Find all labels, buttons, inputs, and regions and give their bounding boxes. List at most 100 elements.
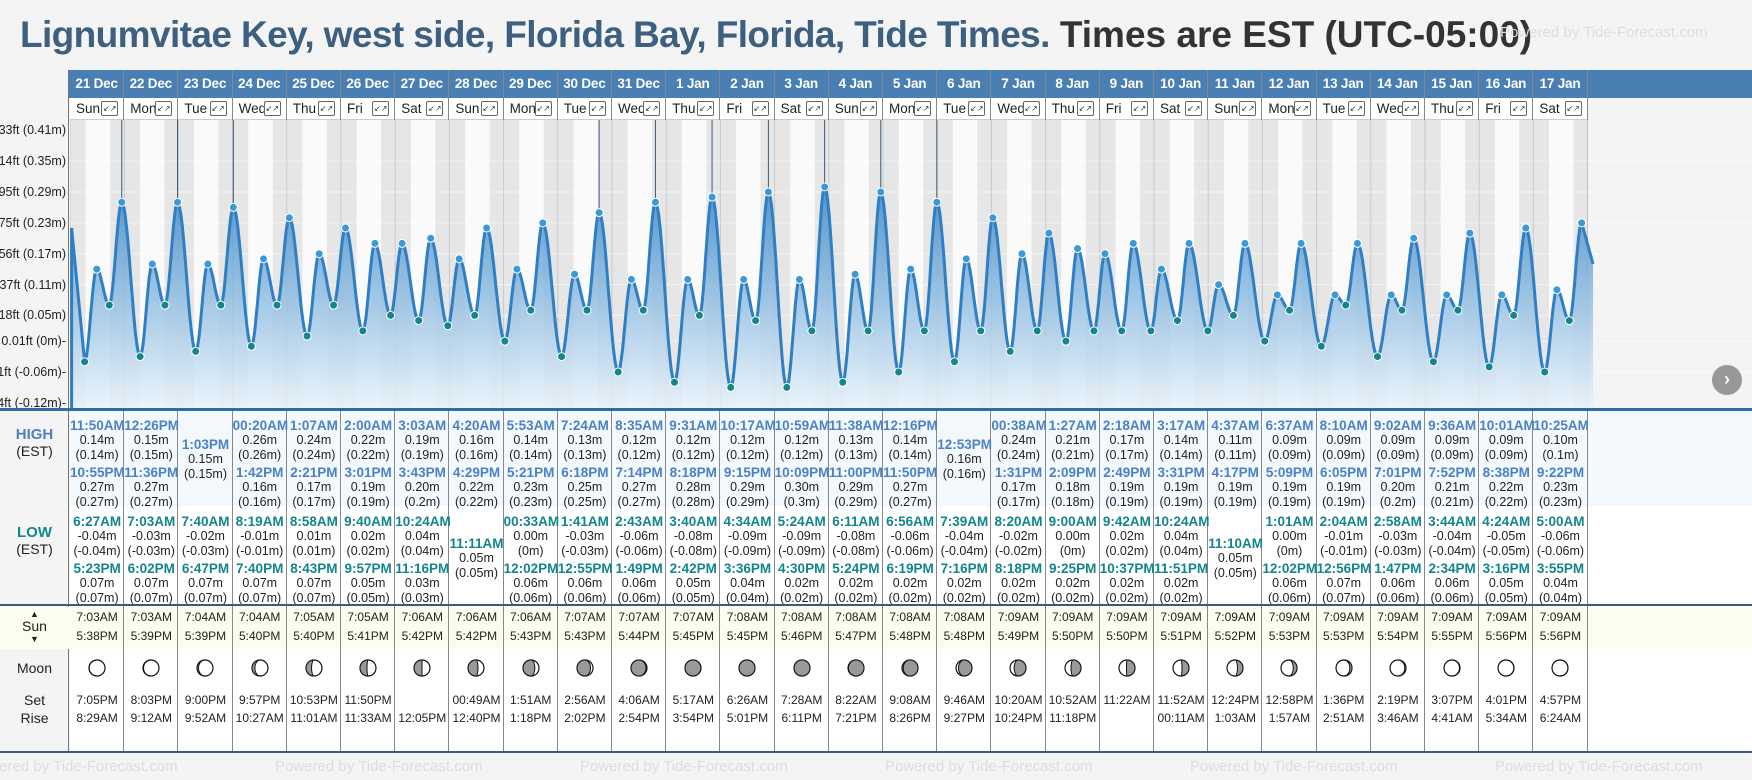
- moon-phase-icon: [233, 658, 287, 680]
- expand-icon[interactable]: ↙↗: [1239, 101, 1257, 116]
- low-tide-point: [894, 367, 904, 377]
- date-header: 16 Jan: [1479, 70, 1533, 98]
- expand-icon[interactable]: ↙↗: [697, 101, 715, 116]
- moonrise-time: 8:29AM: [76, 711, 118, 725]
- expand-icon[interactable]: ↙↗: [1564, 101, 1582, 116]
- low-tide-time: 10:37PM: [1099, 561, 1155, 576]
- expand-icon[interactable]: ↙↗: [209, 101, 227, 116]
- high-tide-entry: 5:09PM 0.19m (0.19m): [1262, 465, 1316, 510]
- sunrise-time: 7:04AM: [239, 610, 281, 624]
- high-tide-time: 5:21PM: [507, 465, 555, 480]
- expand-icon[interactable]: ↙↗: [1401, 101, 1419, 116]
- expand-icon[interactable]: ↙↗: [968, 101, 986, 116]
- low-tide-entry: 6:56AM -0.06m (-0.06m): [883, 514, 937, 559]
- expand-icon[interactable]: ↙↗: [1130, 101, 1148, 116]
- high-tide-entry: 8:38PM 0.22m (0.22m): [1479, 465, 1533, 510]
- low-tide-height-alt: (0.05m): [1484, 591, 1528, 605]
- y-axis-tick: 0.75ft (0.23m): [0, 215, 66, 230]
- high-tide-height: 0.25m: [567, 480, 603, 494]
- moonset-time: 7:05PM: [76, 693, 118, 707]
- high-tide-height: 0.09m: [1272, 433, 1307, 447]
- day-name: Sun: [76, 101, 101, 116]
- low-tide-height: -0.04m: [944, 529, 984, 543]
- expand-icon[interactable]: ↙↗: [805, 101, 823, 116]
- low-tide-point: [694, 310, 704, 320]
- moonset-time: 6:26AM: [726, 693, 769, 707]
- sunset-time: 5:55PM: [1431, 629, 1473, 643]
- sun-label[interactable]: ▲ Sun ▼: [0, 607, 69, 649]
- expand-icon[interactable]: ↙↗: [1076, 101, 1094, 116]
- low-tide-point: [807, 326, 817, 336]
- low-tide-height-alt: (-0.04m): [1428, 544, 1476, 558]
- low-tide-time: 9:40AM: [344, 514, 393, 529]
- low-tide-point: [669, 377, 679, 387]
- y-axis-tick: 0.37ft (0.11m): [0, 277, 66, 292]
- low-tide-point: [329, 300, 339, 310]
- expand-icon[interactable]: ↙↗: [914, 101, 932, 116]
- expand-icon[interactable]: ↙↗: [1185, 101, 1203, 116]
- day-name: Sat: [1160, 101, 1181, 116]
- low-tide-height: -0.04m: [1432, 529, 1472, 543]
- low-tide-time: 6:19PM: [886, 561, 934, 576]
- expand-icon[interactable]: ↙↗: [1022, 101, 1040, 116]
- expand-icon[interactable]: ↙↗: [155, 101, 173, 116]
- low-tide-height: 0.04m: [404, 529, 440, 543]
- watermark: Powered by Tide-Forecast.com: [580, 758, 788, 775]
- expand-icon[interactable]: ↙↗: [372, 101, 390, 116]
- expand-icon[interactable]: ↙↗: [426, 101, 444, 116]
- expand-icon[interactable]: ↙↗: [751, 101, 769, 116]
- next-arrow-button[interactable]: ›: [1712, 365, 1742, 395]
- moonset-time: 1:51AM: [510, 693, 552, 707]
- low-tide-entry: 5:00AM -0.06m (-0.06m): [1533, 514, 1587, 559]
- low-tide-entry: 12:02PM 0.06m (0.06m): [1262, 561, 1317, 606]
- expand-icon[interactable]: ↙↗: [263, 101, 281, 116]
- low-tide-point: [1509, 310, 1519, 320]
- expand-icon[interactable]: ↙↗: [534, 101, 552, 116]
- high-tide-entry: 10:59AM 0.12m (0.12m): [775, 418, 831, 463]
- high-tide-time: 10:01AM: [1479, 418, 1535, 433]
- high-label-text: HIGH: [15, 426, 54, 443]
- high-tide-point: [1240, 238, 1250, 248]
- sunset-time: 5:45PM: [672, 629, 714, 643]
- expand-icon[interactable]: ↙↗: [1510, 101, 1528, 116]
- sunset-time: 5:56PM: [1539, 629, 1582, 643]
- expand-icon[interactable]: ↙↗: [1293, 101, 1311, 116]
- low-tide-point: [613, 367, 623, 377]
- day-name: Wed: [618, 101, 646, 116]
- expand-icon[interactable]: ↙↗: [480, 101, 498, 116]
- moonrise-time: 5:34AM: [1485, 711, 1527, 725]
- sunrise-time: 7:08AM: [726, 610, 769, 624]
- expand-icon[interactable]: ↙↗: [317, 101, 335, 116]
- moonrise-time: 11:18PM: [1049, 711, 1097, 725]
- low-tide-entry: 12:56PM 0.07m (0.07m): [1317, 561, 1372, 606]
- low-tide-height-alt: (0.06m): [1267, 591, 1312, 605]
- divider-sun: [0, 604, 1752, 606]
- low-tide-height-alt: (0.02m): [1051, 591, 1095, 605]
- low-tide-time: 3:55PM: [1536, 561, 1585, 576]
- low-tide-time: 2:43AM: [615, 514, 664, 529]
- low-tide-time: 7:16PM: [940, 561, 988, 576]
- low-tide-point: [582, 305, 592, 315]
- expand-icon[interactable]: ↙↗: [643, 101, 661, 116]
- low-tide-time: 8:58AM: [289, 514, 338, 529]
- low-tide-point: [838, 377, 848, 387]
- moon-phase-icon: [1046, 658, 1100, 680]
- high-tide-point: [1017, 249, 1027, 259]
- sunset-time: 5:40PM: [293, 629, 335, 643]
- high-tide-point: [117, 197, 127, 207]
- low-tide-entry: 8:58AM 0.01m (0.01m): [287, 514, 341, 559]
- expand-icon[interactable]: ↙↗: [588, 101, 606, 116]
- expand-icon[interactable]: ↙↗: [859, 101, 877, 116]
- low-tide-entry: 5:24AM -0.09m (-0.09m): [775, 514, 829, 559]
- high-tide-point: [203, 259, 213, 269]
- high-tide-height: 0.19m: [350, 480, 386, 494]
- low-tide-height: -0.05m: [1486, 529, 1526, 543]
- sunset-time: 5:45PM: [726, 629, 769, 643]
- expand-icon[interactable]: ↙↗: [1347, 101, 1365, 116]
- high-tide-point: [1156, 264, 1166, 274]
- expand-icon[interactable]: ↙↗: [101, 101, 119, 116]
- low-tide-height-alt: (0.02m): [1105, 591, 1149, 605]
- low-tide-time: 9:57PM: [344, 561, 392, 576]
- low-tide-height: -0.06m: [1541, 529, 1580, 543]
- expand-icon[interactable]: ↙↗: [1456, 101, 1474, 116]
